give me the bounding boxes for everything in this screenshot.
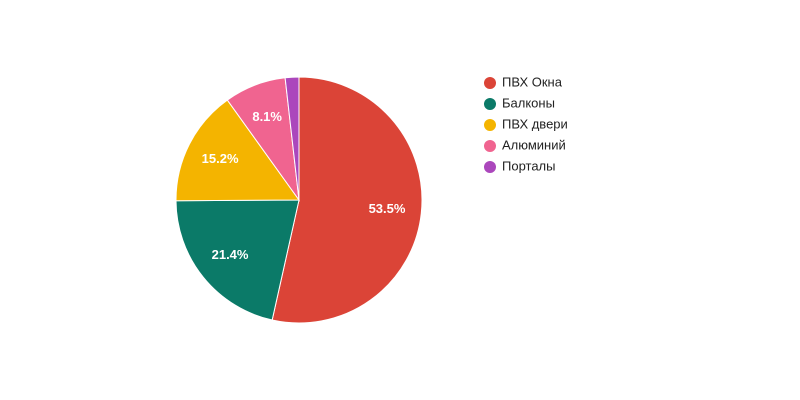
legend-marker	[484, 98, 496, 110]
legend-marker	[484, 119, 496, 131]
legend-text: Балконы	[502, 95, 555, 110]
legend-marker	[484, 161, 496, 173]
legend-marker	[484, 140, 496, 152]
legend-marker	[484, 77, 496, 89]
legend-text: ПВХ Окна	[502, 74, 563, 89]
slice-label: 8.1%	[252, 109, 282, 124]
pie-slice	[175, 99, 300, 202]
pie-slice	[271, 76, 423, 324]
slice-label: 53.5%	[369, 201, 406, 216]
slice-label: 15.2%	[202, 151, 239, 166]
slice-label: 21.4%	[212, 247, 249, 262]
pie-slice	[284, 76, 300, 201]
pie-slice	[175, 199, 300, 321]
legend-text: Алюминий	[502, 137, 566, 152]
legend-text: Порталы	[502, 158, 556, 173]
legend-text: ПВХ двери	[502, 116, 568, 131]
